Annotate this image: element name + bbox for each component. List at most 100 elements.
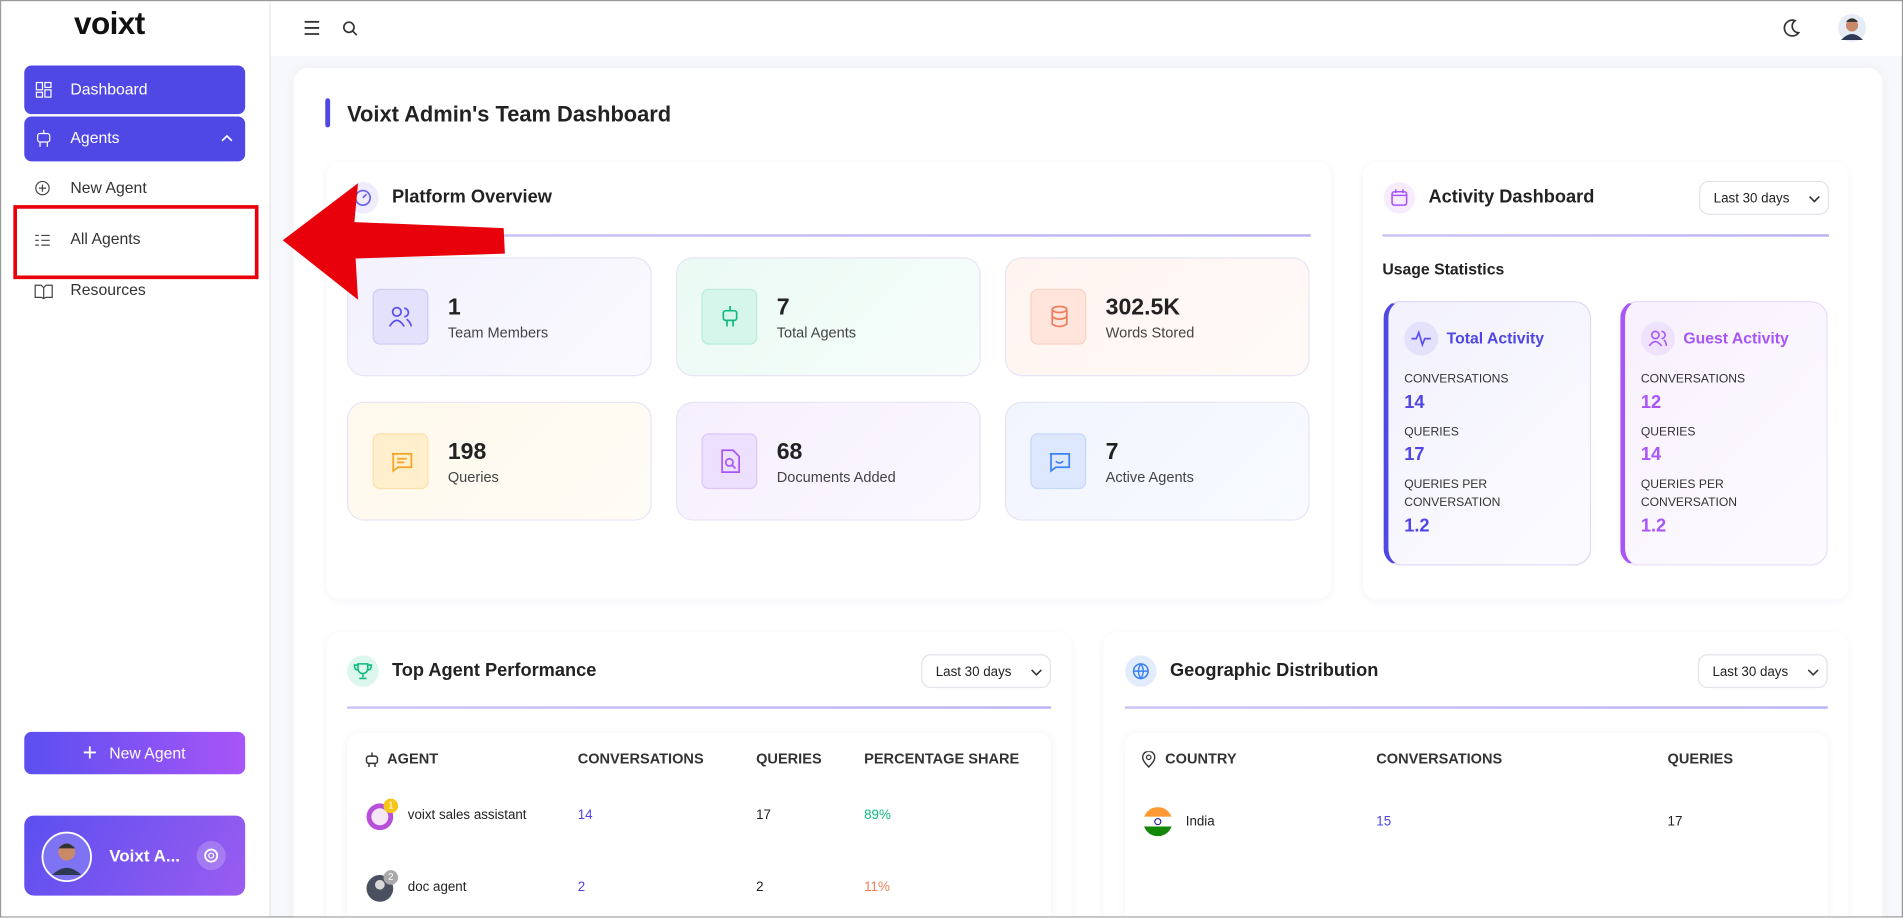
column-header: QUERIES xyxy=(1667,750,1734,768)
rank-badge: 2 xyxy=(383,870,399,885)
metric-value: 12 xyxy=(1640,392,1662,413)
stat-value: 7 xyxy=(1105,439,1119,465)
stat-tile: 7 Total Agents xyxy=(676,257,981,377)
stat-value: 7 xyxy=(776,294,790,321)
metric-value: 1.2 xyxy=(1404,515,1430,537)
card-title: Top Agent Performance xyxy=(392,660,597,681)
metric-label: CONVERSATIONS xyxy=(1640,372,1746,386)
stat-icon xyxy=(372,288,429,345)
activity-dashboard-card: Activity Dashboard Last 30 days Usage St… xyxy=(1362,161,1849,600)
topbar xyxy=(270,1,1902,56)
cell: 2 xyxy=(577,879,586,895)
icon xyxy=(1383,182,1416,214)
cell: 17 xyxy=(756,808,771,823)
icon xyxy=(365,752,379,768)
cell: 89% xyxy=(864,808,891,823)
stat-panel: Guest Activity CONVERSATIONS 12 QUERIES … xyxy=(1620,300,1828,566)
rank-badge: 1 xyxy=(383,798,399,814)
chevron xyxy=(221,134,233,142)
highlight-box xyxy=(13,205,259,280)
icon xyxy=(1125,655,1157,687)
icon xyxy=(35,81,52,98)
metric-value: 1.2 xyxy=(1640,515,1667,537)
period-dropdown[interactable]: Last 30 days xyxy=(921,654,1052,689)
icon xyxy=(35,180,50,196)
stat-value: 198 xyxy=(447,439,487,465)
card-title: Geographic Distribution xyxy=(1169,660,1379,681)
top-agent-card: Top Agent Performance Last 30 days AGENT… xyxy=(326,632,1072,917)
stat-icon xyxy=(1030,433,1087,490)
metric-label: QUERIES xyxy=(1404,425,1459,440)
stat-panel: Total Activity CONVERSATIONS 14 QUERIES … xyxy=(1383,300,1592,566)
stat-value: 68 xyxy=(776,439,803,465)
stat-label: Documents Added xyxy=(776,468,896,486)
period-dropdown[interactable]: Last 30 days xyxy=(1697,654,1828,689)
avatar xyxy=(41,831,92,883)
column-header: PERCENTAGE SHARE xyxy=(864,750,1020,768)
stat-value: 302.5K xyxy=(1105,294,1181,321)
metric-label: QUERIES PER CONVERSATION xyxy=(1640,478,1738,510)
nav-dashboard[interactable]: Dashboard xyxy=(24,65,246,115)
button-label: New Agent xyxy=(109,743,186,763)
metric-label: CONVERSATIONS xyxy=(1404,372,1509,386)
nav-label: Dashboard xyxy=(70,80,148,99)
theme-icon[interactable] xyxy=(1782,18,1801,37)
column-header: CONVERSATIONS xyxy=(1376,750,1503,768)
search-icon[interactable] xyxy=(342,21,358,37)
annotation-arrow xyxy=(282,183,505,300)
card-title: Activity Dashboard xyxy=(1428,186,1595,208)
divider xyxy=(1382,234,1829,237)
icon xyxy=(83,746,96,759)
stat-icon xyxy=(1030,288,1087,345)
panel-title: Guest Activity xyxy=(1683,328,1789,348)
stat-label: Active Agents xyxy=(1105,468,1194,486)
nav-agents[interactable]: Agents xyxy=(24,116,246,162)
user-card[interactable]: Voixt A... xyxy=(24,815,246,896)
section-title: Usage Statistics xyxy=(1382,259,1505,278)
nav-label: Agents xyxy=(70,128,120,147)
agent-name: voixt sales assistant xyxy=(407,808,527,823)
stat-tile: 198 Queries xyxy=(347,401,652,521)
flag xyxy=(1143,807,1173,837)
panel-title: Total Activity xyxy=(1446,328,1544,348)
title-accent xyxy=(325,98,331,128)
cell: 2 xyxy=(756,879,764,895)
stat-label: Team Members xyxy=(447,324,549,342)
stat-icon xyxy=(372,433,429,490)
new-agent-button[interactable]: New Agent xyxy=(24,731,246,775)
column-header: CONVERSATIONS xyxy=(577,750,704,768)
profile-avatar[interactable] xyxy=(1837,13,1866,42)
agent-name: doc agent xyxy=(407,879,467,895)
user-name: Voixt A... xyxy=(109,845,181,866)
cell: 15 xyxy=(1376,814,1392,829)
icon xyxy=(1640,321,1675,356)
icon xyxy=(34,284,53,300)
stat-tile: 302.5K Words Stored xyxy=(1004,257,1310,377)
stat-label: Words Stored xyxy=(1105,324,1195,342)
divider xyxy=(1125,706,1828,709)
nav-all-agents[interactable]: All Agents xyxy=(70,229,141,248)
metric-value: 14 xyxy=(1640,444,1662,465)
icon xyxy=(347,655,379,687)
column-header: QUERIES xyxy=(756,750,822,768)
stat-icon xyxy=(701,433,758,490)
stat-tile: 68 Documents Added xyxy=(676,401,981,521)
nav-new-agent[interactable]: New Agent xyxy=(70,178,147,197)
period-dropdown[interactable]: Last 30 days xyxy=(1699,180,1829,215)
page-title: Voixt Admin's Team Dashboard xyxy=(347,101,672,127)
card-title: Platform Overview xyxy=(392,186,552,208)
dropdown-label: Last 30 days xyxy=(1712,665,1789,680)
divider xyxy=(347,234,1311,237)
icon xyxy=(1142,751,1156,769)
menu-icon[interactable] xyxy=(303,20,320,36)
column-header: COUNTRY xyxy=(1165,750,1237,768)
icon xyxy=(37,129,51,147)
settings-icon[interactable] xyxy=(195,840,227,872)
icon xyxy=(35,234,50,246)
metric-value: 17 xyxy=(1404,444,1425,465)
nav-resources[interactable]: Resources xyxy=(70,280,146,299)
stat-tile: 1 Team Members xyxy=(347,257,652,377)
divider xyxy=(347,706,1052,709)
